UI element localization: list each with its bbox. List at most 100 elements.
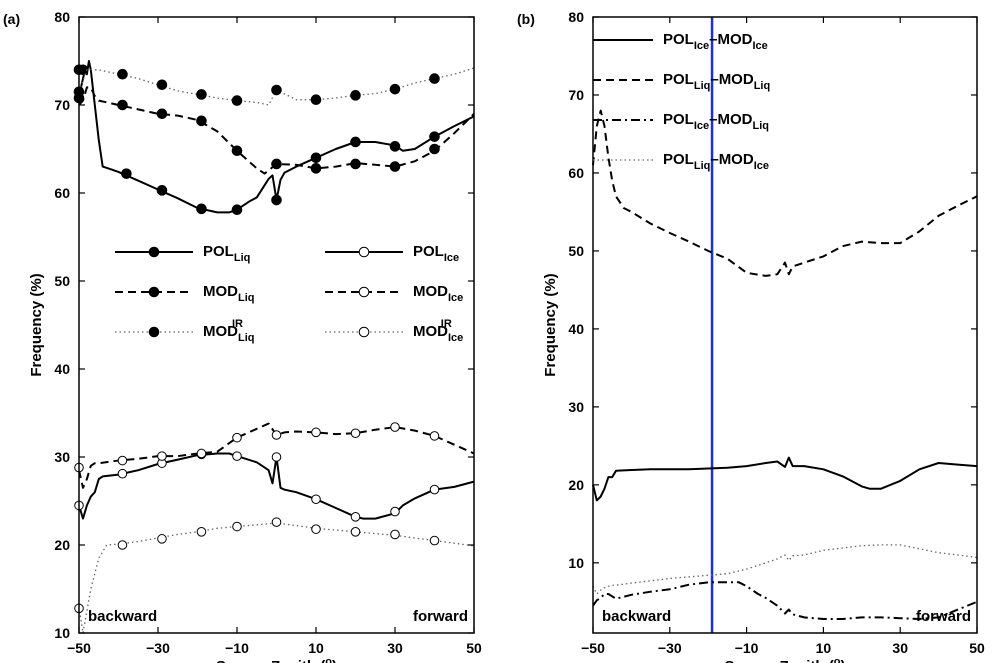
y-tick-label: 50 (54, 273, 70, 289)
data-point (271, 84, 282, 96)
data-point (311, 427, 321, 438)
series-line-mod-ice (78, 422, 475, 489)
y-tick-label: 40 (568, 321, 584, 337)
data-point (271, 194, 282, 206)
x-tick-label: −30 (658, 640, 682, 656)
x-tick-label: 30 (387, 640, 403, 656)
legend-marker (358, 246, 370, 258)
data-point (271, 430, 282, 440)
data-point (157, 451, 167, 461)
y-tick-label: 80 (568, 9, 584, 25)
y-tick-label: 30 (568, 399, 584, 415)
data-point (117, 540, 128, 550)
y-tick-label: 10 (568, 555, 584, 571)
legend-label: POLLiq​–MODIce​ (663, 151, 769, 172)
data-point (232, 432, 242, 443)
y-axis-label-b: Frequency (%) (542, 273, 559, 376)
x-tick-label: −30 (146, 640, 170, 656)
data-point (231, 145, 243, 157)
data-point (429, 131, 440, 142)
data-point (271, 517, 282, 527)
data-point (156, 185, 168, 196)
x-tick-label: 50 (466, 640, 482, 656)
legend-a: POLLiq​ POLIce​ MODLiq​ MODIce​ MODLiq​IR​ MO… (115, 243, 463, 344)
data-point (350, 136, 361, 148)
data-point (196, 115, 207, 127)
data-point (196, 89, 207, 100)
legend-marker (358, 286, 370, 298)
panel-b: (b) −50 −30 −10 10 30 50 10 20 30 40 50 60 70 80 POLI… (517, 9, 985, 663)
annotation-backward-b: backward (602, 608, 671, 625)
data-point (77, 64, 89, 76)
data-point (117, 455, 128, 466)
data-point (389, 141, 401, 152)
plot-frame-a (78, 16, 475, 634)
y-tick-label: 70 (54, 97, 70, 113)
legend-label: MODIce​ (413, 283, 463, 304)
plot-frame-b (592, 16, 978, 634)
series-line-pol-liq-mod-ice (592, 544, 978, 595)
legend-label: POLIce​–MODIce​ (663, 31, 768, 52)
data-point (232, 521, 242, 532)
data-point (271, 158, 282, 170)
data-point (350, 512, 361, 522)
data-point (311, 524, 321, 534)
data-point (121, 168, 132, 179)
legend-label: POLLiq​–MODLiq​ (663, 71, 770, 92)
data-point (310, 94, 322, 106)
data-point (429, 143, 440, 155)
y-tick-label: 20 (54, 537, 70, 553)
legend-marker (148, 286, 160, 298)
legend-label: MODIce​IR​ (413, 318, 463, 344)
data-point (429, 535, 440, 546)
x-tick-label: −10 (225, 640, 249, 656)
data-point (117, 68, 128, 80)
y-tick-label: 60 (568, 165, 584, 181)
data-point (311, 494, 321, 505)
data-point (196, 203, 207, 215)
data-point (196, 527, 207, 537)
legend-marker (358, 326, 370, 338)
plot-area-a (73, 60, 475, 634)
panel-a: (a) −50 −30 −10 10 30 50 10 20 30 40 50 60 70 80 POLL… (3, 9, 482, 663)
y-tick-label: 40 (54, 361, 70, 377)
annotation-forward-a: forward (413, 608, 468, 625)
series-line-pol-ice (78, 452, 475, 520)
legend-label: POLIce​ (413, 243, 459, 264)
x-tick-label: 50 (969, 640, 985, 656)
x-tick-label: −50 (581, 640, 605, 656)
annotation-backward-a: backward (88, 608, 157, 625)
y-axis-label-a: Frequency (%) (28, 273, 45, 376)
x-tick-label: 10 (308, 640, 324, 656)
panel-label-b: (b) (517, 11, 535, 27)
panel-label-a: (a) (3, 11, 20, 27)
x-tick-label: −10 (735, 640, 759, 656)
data-point (429, 484, 440, 495)
legend-marker (148, 326, 160, 338)
data-point (350, 90, 361, 101)
series-line-pol-liq-mod-liq (592, 109, 978, 277)
data-point (350, 527, 361, 537)
y-tick-label: 10 (54, 625, 70, 641)
data-point (389, 161, 401, 172)
x-tick-label: 30 (892, 640, 908, 656)
data-point (232, 451, 242, 461)
series-line-pol-ice-mod-ice (592, 456, 978, 502)
legend-label: POLLiq​ (203, 243, 250, 264)
data-point (156, 79, 168, 91)
legend-label: MODLiq​IR​ (203, 318, 255, 344)
y-tick-label: 50 (568, 243, 584, 259)
data-point (196, 448, 207, 459)
data-point (350, 428, 361, 439)
series-line-mod-liq-ir (78, 67, 475, 106)
data-point (117, 468, 128, 479)
plot-area-b (592, 17, 978, 633)
data-point (390, 506, 400, 517)
y-tick-label: 30 (54, 449, 70, 465)
series-line-pol-liq (78, 60, 475, 214)
y-tick-label: 70 (568, 87, 584, 103)
series-line-mod-liq (78, 86, 475, 175)
series-line-pol-ice-mod-liq (592, 581, 978, 620)
x-axis-label-a: Sensor Zenith (o) (216, 656, 337, 663)
